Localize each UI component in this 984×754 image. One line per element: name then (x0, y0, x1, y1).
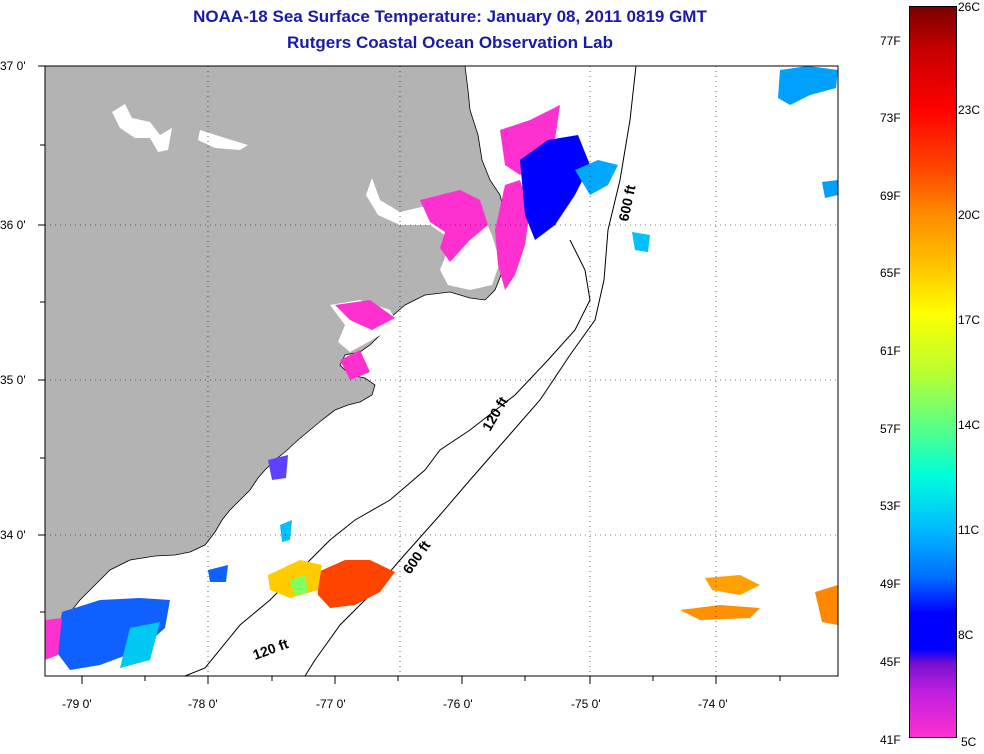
colorbar-f-label: 49F (880, 577, 901, 591)
contour-label: 600 ft (615, 183, 638, 222)
lake (112, 104, 172, 152)
colorbar-c-label: 26C (958, 0, 981, 14)
lon-label: -79 0' (62, 697, 92, 711)
sst-data (45, 66, 838, 670)
lat-label: 34 0' (0, 528, 26, 542)
grid (45, 66, 838, 676)
contour-120ft (184, 239, 591, 676)
map-border (44, 65, 839, 677)
colorbar-f-label: 65F (880, 266, 901, 280)
lon-label: -75 0' (571, 697, 601, 711)
colorbar-c-label: 14C (958, 418, 981, 432)
lat-label: 36 0' (0, 218, 26, 232)
lon-label: -77 0' (316, 697, 346, 711)
colorbar-f-label: 53F (880, 499, 901, 513)
lon-label: -78 0' (188, 697, 218, 711)
colorbar-f-label: 45F (880, 655, 901, 669)
colorbar-f-label: 69F (880, 189, 901, 203)
colorbar-f-label: 61F (880, 344, 901, 358)
axis-ticks (38, 65, 781, 684)
colorbar-f-label: 77F (880, 34, 901, 48)
lat-label: 37 0' (0, 59, 26, 73)
colorbar-c-label: 17C (958, 313, 981, 327)
map-title: NOAA-18 Sea Surface Temperature: January… (193, 7, 707, 26)
map-subtitle: Rutgers Coastal Ocean Observation Lab (287, 33, 613, 52)
lon-label: -74 0' (698, 697, 728, 711)
colorbar-f-label: 73F (880, 111, 901, 125)
colorbar-c-label: 23C (958, 103, 981, 117)
colorbar-c-label: 8C (958, 628, 974, 642)
colorbar-f-label: 57F (880, 422, 901, 436)
lake (198, 130, 248, 150)
temperature-colorbar (909, 6, 957, 738)
lat-label: 35 0' (0, 373, 26, 387)
lon-label: -76 0' (443, 697, 473, 711)
colorbar-c-label: 20C (958, 208, 981, 222)
colorbar-f-label: 41F (880, 733, 901, 747)
colorbar-c-label: 5C (961, 735, 977, 749)
colorbar-c-label: 11C (958, 523, 980, 537)
contour-600ft (304, 66, 637, 676)
